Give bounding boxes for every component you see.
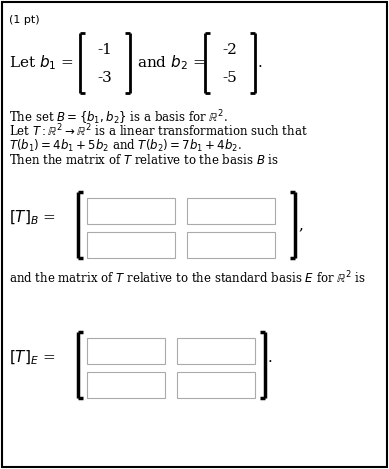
Text: $[T]_E$ =: $[T]_E$ =	[9, 349, 56, 367]
Bar	[187, 198, 275, 224]
Bar	[87, 372, 165, 398]
Text: and $b_2$ =: and $b_2$ =	[137, 53, 205, 72]
Bar	[187, 232, 275, 258]
Text: Let $T : \mathbb{R}^2 \rightarrow \mathbb{R}^2$ is a linear transformation such : Let $T : \mathbb{R}^2 \rightarrow \mathb…	[9, 123, 308, 140]
Text: -1: -1	[98, 43, 112, 57]
Bar	[87, 198, 175, 224]
Text: -2: -2	[223, 43, 237, 57]
Text: (1 pt): (1 pt)	[9, 15, 40, 25]
Text: .: .	[258, 56, 263, 70]
Bar	[87, 232, 175, 258]
Text: -3: -3	[98, 71, 112, 85]
Text: Then the matrix of $T$ relative to the basis $B$ is: Then the matrix of $T$ relative to the b…	[9, 153, 279, 167]
Text: $T(b_1) = 4b_1 + 5b_2$ and $T(b_2) = 7b_1 + 4b_2$.: $T(b_1) = 4b_1 + 5b_2$ and $T(b_2) = 7b_…	[9, 138, 242, 154]
Text: The set $B = \{b_1, b_2\}$ is a basis for $\mathbb{R}^2$.: The set $B = \{b_1, b_2\}$ is a basis fo…	[9, 108, 228, 127]
Text: Let $b_1$ =: Let $b_1$ =	[9, 53, 74, 72]
Bar	[177, 338, 255, 364]
Bar	[177, 372, 255, 398]
Text: ,: ,	[298, 218, 303, 232]
Text: $[T]_B$ =: $[T]_B$ =	[9, 209, 56, 227]
Text: -5: -5	[223, 71, 237, 85]
Text: .: .	[268, 351, 273, 365]
Text: and the matrix of $T$ relative to the standard basis $E$ for $\mathbb{R}^2$ is: and the matrix of $T$ relative to the st…	[9, 270, 366, 287]
Bar	[87, 338, 165, 364]
